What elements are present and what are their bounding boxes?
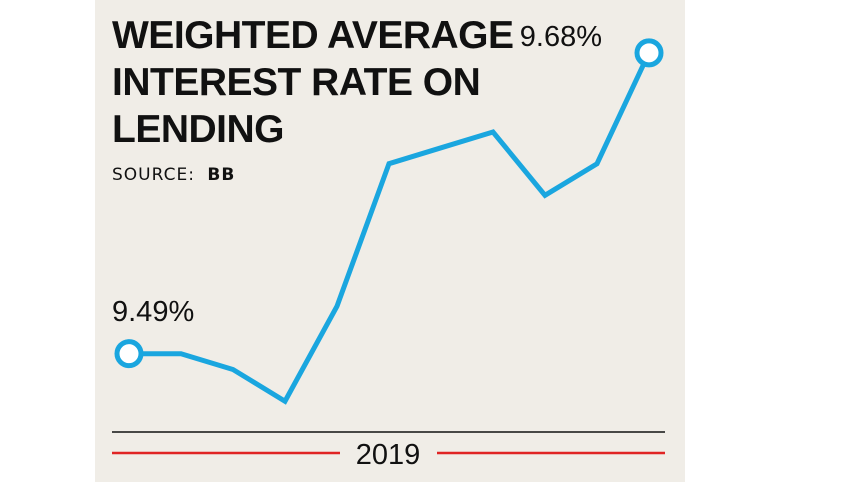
source-value: BB [207,165,235,185]
start-value-label: 9.49% [112,296,194,328]
series-group [114,38,664,405]
chart-title-line-2: INTEREST RATE ON [112,61,480,104]
chart-title-line-3: LENDING [112,108,284,151]
end-marker [634,38,664,68]
start-marker [114,339,144,369]
source-line: SOURCE: BB [112,165,235,185]
x-axis-label: 2019 [356,439,421,471]
chart-card [95,0,685,482]
source-prefix: SOURCE: [112,165,195,185]
series-line [129,51,652,405]
chart-title-line-1: WEIGHTED AVERAGE [112,14,514,57]
end-value-label: 9.68% [520,21,602,53]
